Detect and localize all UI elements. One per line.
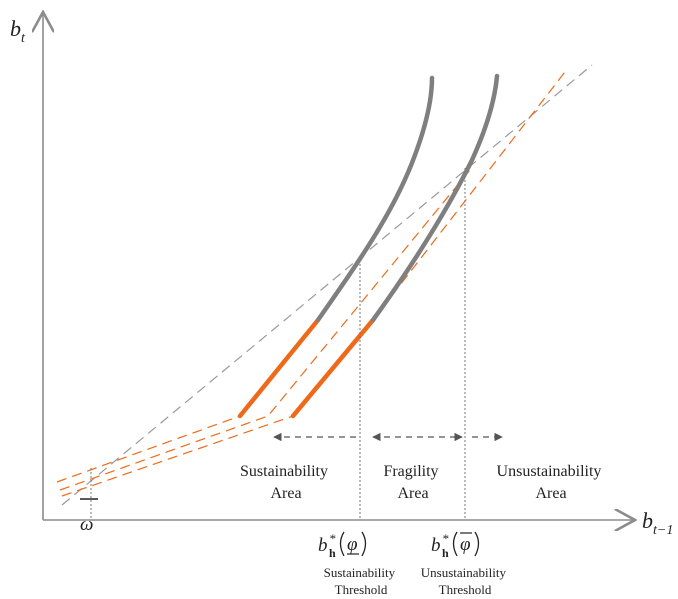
sustainability-area-label: Sustainability Area xyxy=(240,463,332,502)
svg-text:φ: φ xyxy=(347,534,358,555)
sustainability-threshold-caption: Sustainability Threshold xyxy=(324,565,399,597)
fragility-area-label: Fragility Area xyxy=(383,463,442,502)
right-curve-dashed-extension xyxy=(61,67,569,497)
left-curve-orange-segment xyxy=(237,317,321,419)
diagonal-45-line xyxy=(61,64,593,506)
x-axis-label: bt−1 xyxy=(642,508,673,538)
middle-dashed-line xyxy=(59,169,471,491)
svg-text:*: * xyxy=(442,531,449,546)
unsustainability-area-label: Unsustainability Area xyxy=(497,463,606,502)
svg-text:h: h xyxy=(442,546,449,560)
svg-text:φ: φ xyxy=(460,534,471,555)
svg-text:*: * xyxy=(329,531,336,546)
svg-text:h: h xyxy=(329,546,336,560)
svg-text:b: b xyxy=(318,535,328,556)
unsustainability-threshold-symbol: b * h φ xyxy=(431,531,480,560)
left-curve-dashed-extension xyxy=(56,259,361,483)
svg-text:b: b xyxy=(431,535,441,556)
left-curve-gray-segment xyxy=(315,75,435,323)
omega-label: ω xyxy=(80,514,93,535)
unsustainability-threshold-caption: Unsustainability Threshold xyxy=(421,565,509,597)
y-axis-label: bt xyxy=(10,16,26,46)
sustainability-threshold-symbol: b * h φ xyxy=(318,531,367,560)
right-curve-gray-segment xyxy=(370,73,500,323)
